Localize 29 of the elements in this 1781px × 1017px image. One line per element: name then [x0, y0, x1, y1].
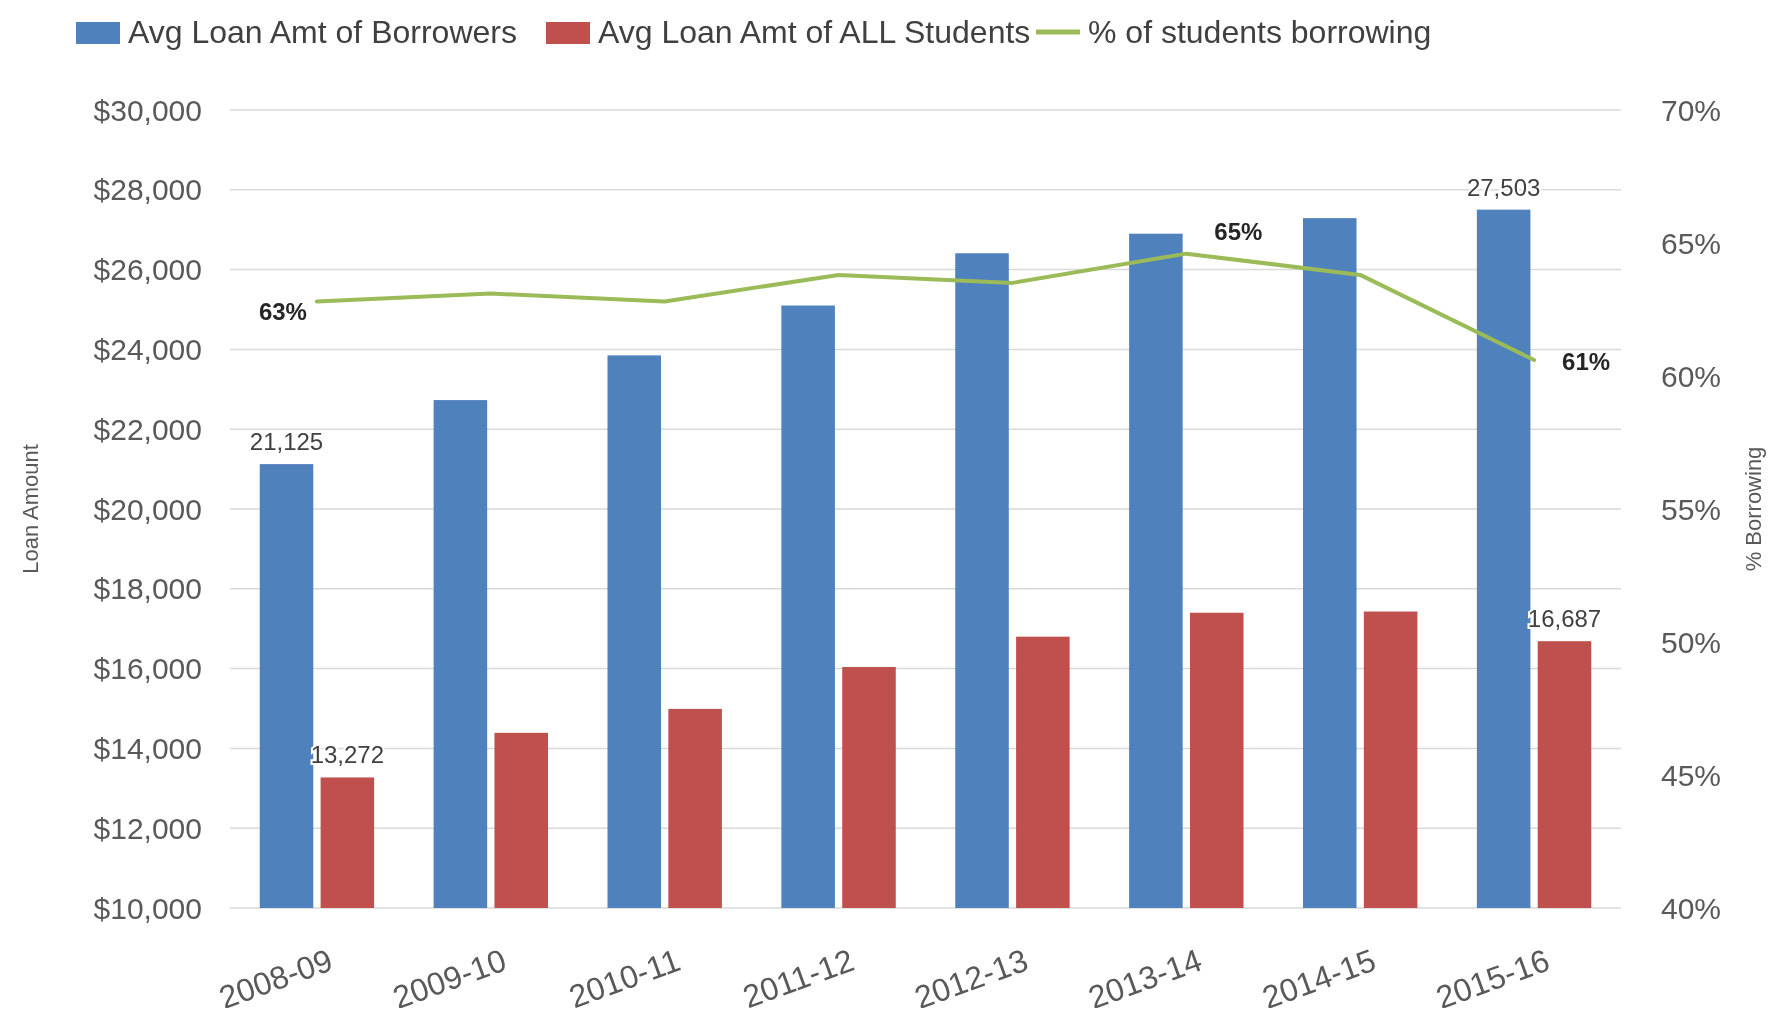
data-label: 61% [1562, 348, 1611, 376]
y-tick-label: $26,000 [93, 253, 202, 287]
line-series [314, 251, 1537, 363]
y-axis-title: Loan Amount [18, 444, 43, 574]
y-tick-label: $22,000 [93, 412, 202, 446]
y2-tick-label: 40% [1660, 891, 1721, 925]
data-label: 65% [1214, 217, 1263, 245]
y-tick-label: $30,000 [93, 93, 202, 127]
y-tick-label: $10,000 [93, 891, 202, 925]
y-tick-label: $14,000 [93, 731, 202, 765]
y-tick-label: $24,000 [93, 332, 202, 366]
legend-label: Avg Loan Amt of Borrowers [128, 14, 517, 51]
legend-label: Avg Loan Amt of ALL Students [598, 14, 1031, 51]
y-tick-label: $28,000 [93, 173, 202, 207]
data-label: 21,125 [249, 428, 324, 456]
data-label: 63% [258, 297, 307, 325]
y-tick-label: $18,000 [93, 572, 202, 606]
y2-tick-label: 50% [1660, 625, 1721, 659]
y2-tick-label: 65% [1660, 226, 1721, 260]
y-tick-label: $20,000 [93, 492, 202, 526]
y-tick-label: $16,000 [93, 652, 202, 686]
y2-tick-label: 45% [1660, 758, 1721, 792]
y2-axis-title: % Borrowing [1741, 446, 1766, 572]
y-tick-label: $12,000 [93, 811, 202, 845]
legend-label: % of students borrowing [1088, 14, 1432, 51]
y2-tick-label: 60% [1660, 359, 1721, 393]
data-label: 27,503 [1466, 173, 1541, 201]
y2-tick-label: 55% [1660, 492, 1721, 526]
y2-tick-label: 70% [1660, 93, 1721, 127]
